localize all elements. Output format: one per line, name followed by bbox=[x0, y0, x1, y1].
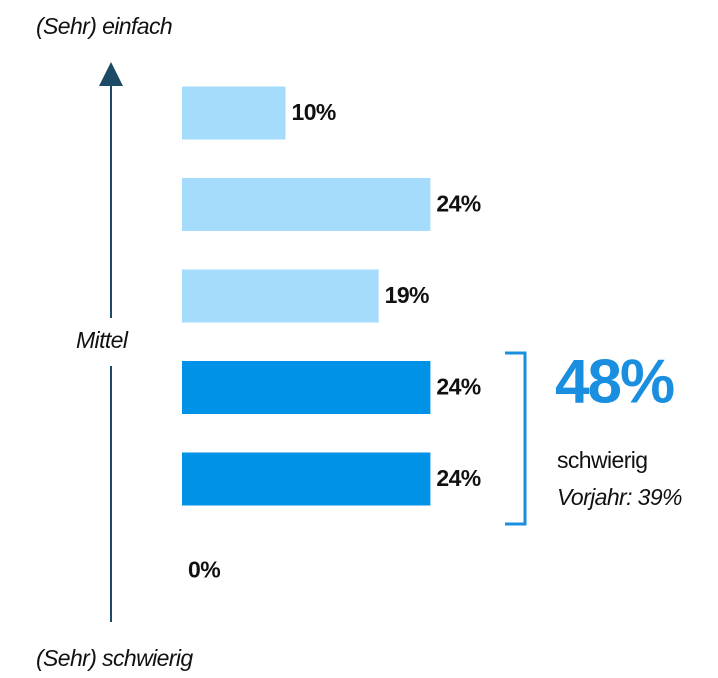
value-label: 19% bbox=[385, 282, 429, 308]
axis-arrow bbox=[99, 62, 123, 622]
bar bbox=[182, 361, 431, 414]
axis-top-label: (Sehr) einfach bbox=[36, 13, 172, 39]
bar bbox=[182, 269, 379, 323]
bar bbox=[182, 86, 286, 140]
bracket bbox=[505, 351, 527, 526]
axis-bottom-label: (Sehr) schwierig bbox=[36, 645, 193, 671]
value-label: 24% bbox=[436, 465, 480, 491]
summary-label: schwierig bbox=[557, 447, 647, 473]
bar bbox=[182, 178, 431, 231]
bar bbox=[182, 452, 431, 506]
value-label: 0% bbox=[188, 557, 220, 583]
summary-previous: Vorjahr: 39% bbox=[557, 484, 682, 510]
summary-value: 48% bbox=[555, 347, 674, 416]
value-label: 10% bbox=[292, 99, 336, 125]
value-label: 24% bbox=[436, 191, 480, 217]
value-label: 24% bbox=[436, 374, 480, 400]
axis-middle-label: Mittel bbox=[76, 327, 129, 353]
